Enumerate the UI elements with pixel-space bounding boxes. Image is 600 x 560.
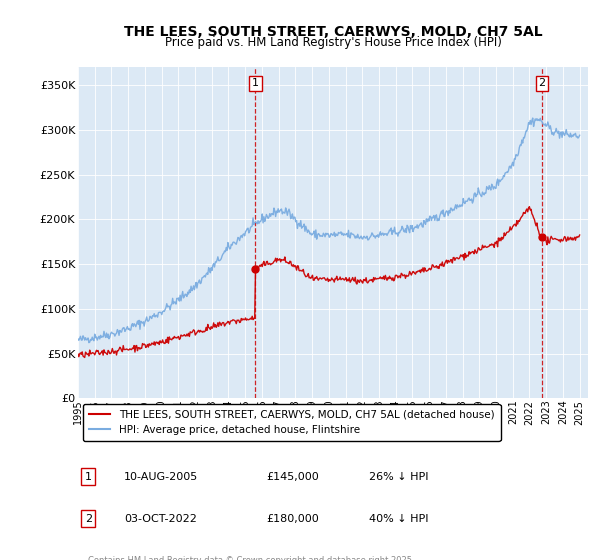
- Text: THE LEES, SOUTH STREET, CAERWYS, MOLD, CH7 5AL: THE LEES, SOUTH STREET, CAERWYS, MOLD, C…: [124, 25, 542, 39]
- Text: Contains HM Land Registry data © Crown copyright and database right 2025.
This d: Contains HM Land Registry data © Crown c…: [88, 556, 415, 560]
- Text: £145,000: £145,000: [266, 472, 319, 482]
- Text: Price paid vs. HM Land Registry's House Price Index (HPI): Price paid vs. HM Land Registry's House …: [164, 36, 502, 49]
- Text: 40% ↓ HPI: 40% ↓ HPI: [368, 514, 428, 524]
- Legend: THE LEES, SOUTH STREET, CAERWYS, MOLD, CH7 5AL (detached house), HPI: Average pr: THE LEES, SOUTH STREET, CAERWYS, MOLD, C…: [83, 404, 500, 441]
- Text: 26% ↓ HPI: 26% ↓ HPI: [368, 472, 428, 482]
- Text: 03-OCT-2022: 03-OCT-2022: [124, 514, 197, 524]
- Text: 2: 2: [85, 514, 92, 524]
- Text: £180,000: £180,000: [266, 514, 319, 524]
- Text: 1: 1: [252, 78, 259, 88]
- Text: 10-AUG-2005: 10-AUG-2005: [124, 472, 198, 482]
- Text: 1: 1: [85, 472, 92, 482]
- Text: 2: 2: [538, 78, 545, 88]
